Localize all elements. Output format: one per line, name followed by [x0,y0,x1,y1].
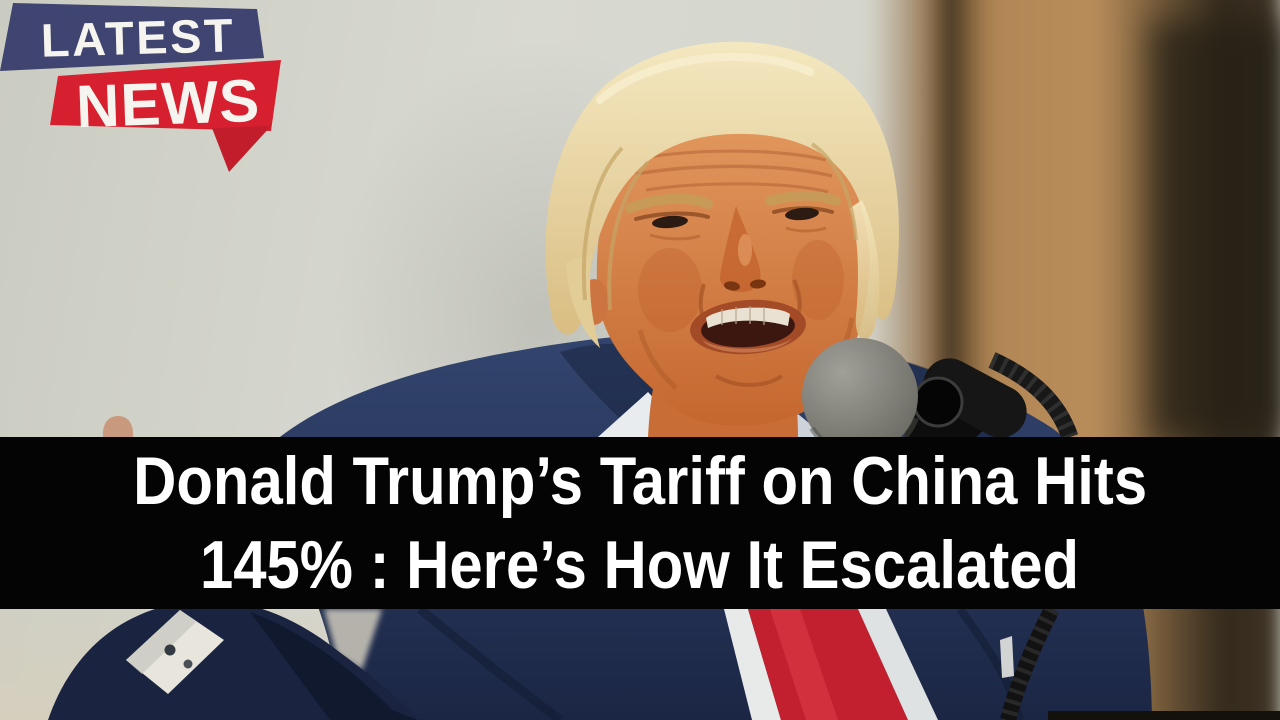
microphone [802,338,1079,720]
raised-arm [48,600,418,720]
tie-and-shirt [724,609,1014,720]
badge-top-label: LATEST [40,8,236,66]
headline-banner: Donald Trump’s Tariff on China Hits 145%… [0,437,1280,609]
mouth-open [690,299,806,355]
badge-bottom-ribbon [50,60,281,131]
background-dark-window [1150,20,1280,440]
eyebrows [625,190,841,221]
pocket-square [1000,636,1014,678]
eyes [649,207,827,241]
headline-line-1: Donald Trump’s Tariff on China Hits [133,443,1147,519]
badge-ribbon-tail [212,126,271,172]
face [579,106,871,426]
forehead-wrinkles [635,149,833,194]
podium-edge [1048,711,1280,720]
microphone-gooseneck [988,352,1079,720]
headline-line-2: 145% : Here’s How It Escalated [200,527,1080,603]
raised-fingertip [102,416,134,437]
badge-top-ribbon [0,3,264,71]
microphone-foam [802,338,918,454]
cufflink [164,644,176,656]
shirt-strip-left [724,609,781,720]
badge-bottom-label: NEWS [75,67,261,140]
shirt-strip-right [858,609,938,720]
nose [719,206,766,292]
latest-news-badge: LATEST NEWS [0,3,281,172]
teeth [706,307,790,328]
cufflink [183,659,193,669]
microphone-body [923,358,1027,438]
hair [545,41,899,348]
